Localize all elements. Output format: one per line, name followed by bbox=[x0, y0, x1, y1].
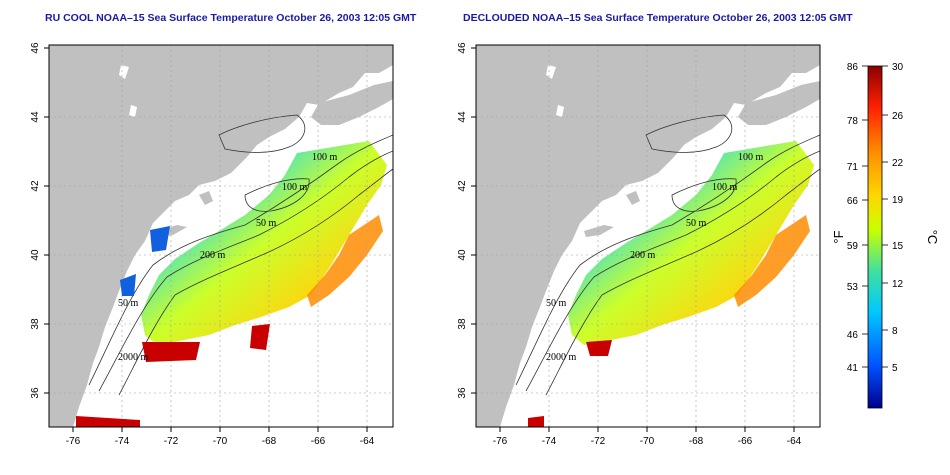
right-map-panel: 100 m 100 m 50 m 200 m 50 m 2000 m bbox=[475, 44, 821, 428]
lon-tick-label: -74 bbox=[115, 436, 130, 447]
lon-tick-label: -70 bbox=[640, 436, 655, 447]
lon-tick-label: -76 bbox=[493, 436, 508, 447]
contour-label: 2000 m bbox=[546, 352, 577, 363]
cloud-fragment-red bbox=[142, 342, 200, 362]
fahrenheit-tick: 46 bbox=[847, 330, 859, 341]
celsius-tick: 30 bbox=[892, 62, 904, 73]
lat-tick-label: 46 bbox=[457, 42, 468, 54]
lat-tick-label: 36 bbox=[30, 387, 41, 399]
fahrenheit-tick: 78 bbox=[847, 116, 859, 127]
left-map-panel: 100 m 100 m 50 m 200 m 50 m 2000 m bbox=[48, 44, 394, 428]
celsius-tick: 19 bbox=[892, 195, 904, 206]
left-contour-labels: 100 m 100 m 50 m 200 m 50 m 2000 m bbox=[118, 152, 338, 363]
cloud-fragment-red-2 bbox=[250, 324, 270, 350]
celsius-tick: 26 bbox=[892, 111, 904, 122]
contour-label: 50 m bbox=[118, 298, 139, 309]
contour-label: 200 m bbox=[630, 250, 656, 261]
right-lat-axis: 36 38 40 42 44 46 bbox=[457, 42, 476, 399]
right-map-title: DECLOUDED NOAA–15 Sea Surface Temperatur… bbox=[463, 12, 853, 24]
fahrenheit-label: °F bbox=[831, 230, 846, 243]
contour-label: 100 m bbox=[282, 182, 308, 193]
lat-tick-label: 40 bbox=[457, 249, 468, 261]
contour-label: 50 m bbox=[256, 218, 277, 229]
lat-tick-label: 38 bbox=[457, 318, 468, 330]
cloud-fragment-blue-2 bbox=[120, 274, 136, 296]
celsius-tick: 15 bbox=[892, 241, 904, 252]
lon-tick-label: -66 bbox=[738, 436, 753, 447]
lat-tick-label: 38 bbox=[30, 318, 41, 330]
left-map-frame bbox=[48, 44, 394, 428]
lon-tick-label: -68 bbox=[689, 436, 704, 447]
lat-tick-label: 36 bbox=[457, 387, 468, 399]
contour-label: 50 m bbox=[546, 298, 567, 309]
lon-tick-label: -64 bbox=[787, 436, 802, 447]
contour-label: 100 m bbox=[712, 182, 738, 193]
lat-tick-label: 44 bbox=[30, 111, 41, 123]
lon-tick-label: -64 bbox=[360, 436, 375, 447]
lon-tick-label: -72 bbox=[164, 436, 179, 447]
lat-tick-label: 42 bbox=[30, 180, 41, 192]
left-lon-axis: -76 -74 -72 -70 -68 -66 -64 bbox=[66, 427, 375, 447]
right-map-frame bbox=[475, 44, 821, 428]
declouded-red-patch-2 bbox=[528, 416, 544, 427]
lat-tick-label: 46 bbox=[30, 42, 41, 54]
lat-tick-label: 40 bbox=[30, 249, 41, 261]
fahrenheit-tick: 71 bbox=[847, 162, 859, 173]
celsius-tick: 22 bbox=[892, 158, 904, 169]
left-map-title: RU COOL NOAA–15 Sea Surface Temperature … bbox=[45, 12, 417, 24]
lon-tick-label: -68 bbox=[262, 436, 277, 447]
celsius-label: °C bbox=[925, 230, 940, 245]
lon-tick-label: -74 bbox=[542, 436, 557, 447]
lat-tick-label: 44 bbox=[457, 111, 468, 123]
colorbar: 86 78 71 66 59 53 46 41 30 26 22 19 15 1… bbox=[831, 62, 940, 409]
contour-label: 100 m bbox=[312, 152, 338, 163]
lon-tick-label: -70 bbox=[213, 436, 228, 447]
contour-label: 100 m bbox=[738, 152, 764, 163]
left-lat-axis: 36 38 40 42 44 46 bbox=[30, 42, 49, 399]
contour-label: 50 m bbox=[686, 218, 707, 229]
contour-label: 2000 m bbox=[118, 352, 149, 363]
declouded-red-patch bbox=[586, 340, 612, 356]
contour-label: 200 m bbox=[200, 250, 226, 261]
celsius-tick: 12 bbox=[892, 279, 904, 290]
cloud-fragment-red-3 bbox=[76, 416, 140, 427]
celsius-tick: 8 bbox=[892, 326, 898, 337]
fahrenheit-tick: 86 bbox=[847, 62, 859, 73]
fahrenheit-tick: 59 bbox=[847, 241, 859, 252]
lon-tick-label: -76 bbox=[66, 436, 81, 447]
lon-tick-label: -66 bbox=[311, 436, 326, 447]
right-lon-axis: -76 -74 -72 -70 -68 -66 -64 bbox=[493, 427, 802, 447]
lon-tick-label: -72 bbox=[591, 436, 606, 447]
fahrenheit-tick: 41 bbox=[847, 363, 859, 374]
colorbar-scale bbox=[867, 65, 883, 409]
lat-tick-label: 42 bbox=[457, 180, 468, 192]
cloud-fragment-blue bbox=[150, 226, 170, 252]
celsius-tick: 5 bbox=[892, 363, 898, 374]
right-contour-labels: 100 m 100 m 50 m 200 m 50 m 2000 m bbox=[546, 152, 764, 363]
fahrenheit-tick: 66 bbox=[847, 196, 859, 207]
fahrenheit-tick: 53 bbox=[847, 282, 859, 293]
